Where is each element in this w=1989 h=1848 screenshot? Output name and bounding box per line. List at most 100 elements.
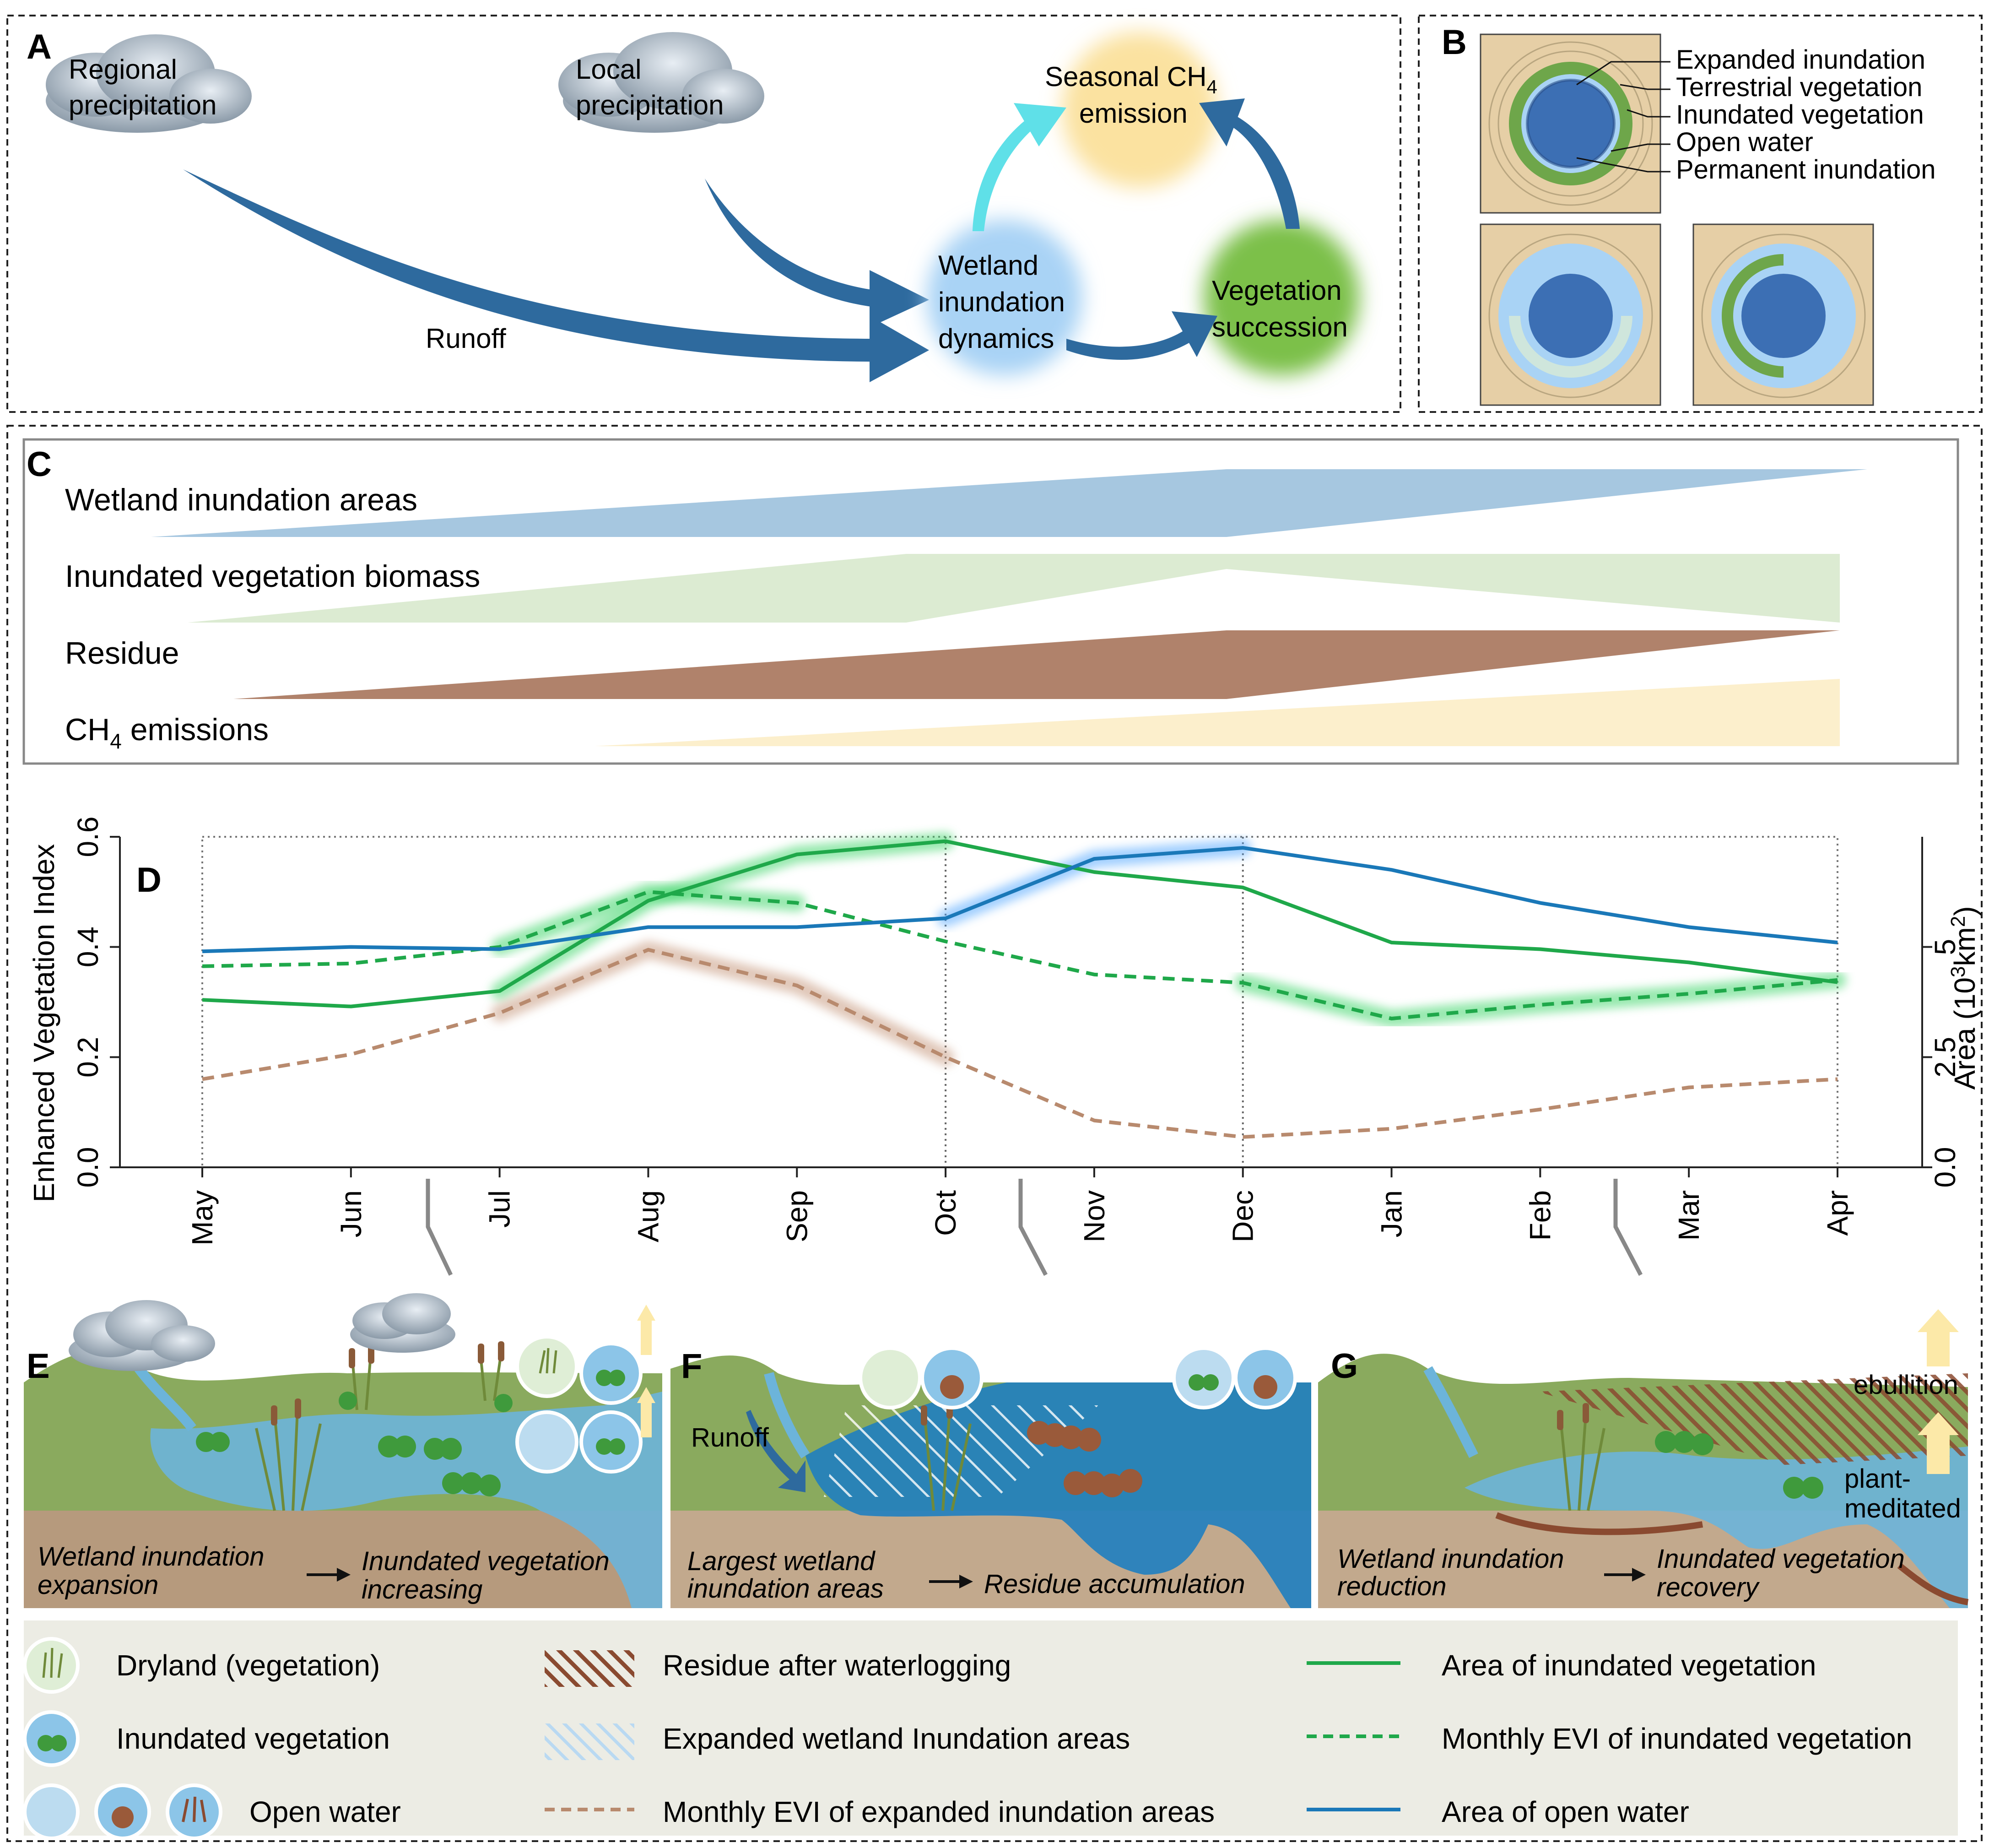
x-tick-label: Nov (1078, 1190, 1111, 1242)
cattail-plants (1559, 1414, 1605, 1511)
wetland-zones-diagram-bottom-left (1480, 223, 1661, 406)
transition-icons (859, 1346, 1297, 1409)
cyan-arrow-body (973, 117, 1037, 231)
series-line-area-of-open-water (202, 846, 1838, 954)
inundation-wedge (151, 469, 1867, 537)
x-tick-label: Dec (1227, 1190, 1259, 1242)
f-caption-left-2: inundation areas (687, 1574, 884, 1604)
panel-letter-f: F (681, 1347, 702, 1386)
ebullition-label: ebullition (1854, 1370, 1958, 1400)
river (1423, 1366, 1478, 1458)
legend-evi-veg: Monthly EVI of inundated vegetation (1442, 1722, 1912, 1755)
cloud-icon (69, 1300, 215, 1371)
legend-evi-expanded: Monthly EVI of expanded inundation areas (663, 1795, 1215, 1828)
x-tick-label: Mar (1672, 1190, 1705, 1241)
y-tick-label: 0.4 (71, 927, 104, 967)
cyan-arrow-head (1014, 103, 1066, 146)
local-precip-line2: precipitation (576, 90, 724, 120)
wetland-zones-diagram-bottom-right (1692, 223, 1874, 406)
cloud-icon (350, 1293, 455, 1353)
evi-area-chart: 0.0 0.2 0.4 0.6 0.0 2.5 5 May Jun Jul Aug Sep Oct Nov… (71, 817, 1962, 1246)
expanded-hatch-swatch (545, 1723, 634, 1760)
flux-arrows (1918, 1309, 1959, 1474)
residue-layer (1495, 1512, 1703, 1535)
cloud-icon (46, 34, 252, 133)
e-caption-left-1: Wetland inundation (38, 1542, 265, 1572)
g-caption-right-1: Inundated vegetation (1657, 1544, 1905, 1574)
x-tick-label: Apr (1821, 1190, 1854, 1236)
series-line-area-of-inundated-vegetation (202, 839, 1838, 1008)
runoff-label: Runoff (426, 323, 506, 354)
local-arrow-head (870, 270, 929, 327)
y2-tick-label: 0.0 (1929, 1147, 1962, 1188)
series-line-monthly-evi-of-expanded-inundation-areas (202, 948, 1838, 1139)
regional-precip-line2: precipitation (69, 90, 217, 120)
y2-tick-label: 2.5 (1929, 1037, 1962, 1078)
ch4-emission-label: Seasonal CH4 (1045, 61, 1217, 98)
open-water-icon (23, 1783, 80, 1840)
panel-c-box (22, 438, 1959, 765)
regional-precip-line1: Regional (69, 54, 177, 85)
legend-residue: Residue after waterlogging (663, 1649, 1011, 1682)
f-caption-left-1: Largest wetland (687, 1546, 876, 1576)
g-caption-left-2: reduction (1337, 1572, 1447, 1601)
f-caption-right: Residue accumulation (984, 1569, 1245, 1599)
veg-succession-line2: succession (1212, 312, 1348, 342)
x-tick-label: May (186, 1190, 219, 1246)
river (133, 1363, 196, 1431)
transition-icons (515, 1305, 655, 1474)
residue-layer (1897, 1563, 1969, 1605)
panel-letter-g: G (1331, 1347, 1358, 1386)
water-body (1465, 1447, 1968, 1608)
local-precip-line1: Local (576, 54, 641, 85)
residue-wedge (233, 630, 1840, 699)
g-caption-left-1: Wetland inundation (1337, 1544, 1564, 1574)
panel-letter-e: E (27, 1347, 50, 1386)
plant-mediated-label-1: plant- (1844, 1464, 1911, 1494)
floating-vegetation (1655, 1431, 1823, 1499)
e-caption-right-2: increasing (362, 1575, 482, 1604)
zone-leader-lines (1576, 61, 1670, 173)
series-highlight (1234, 971, 1846, 1028)
x-tick-label: Jul (483, 1190, 516, 1228)
y-axis-label: Enhanced Vegetation Index (27, 844, 60, 1203)
local-arrow-body (705, 179, 879, 308)
panel-letter-a: A (27, 27, 52, 66)
ch4-emission-circle (1062, 32, 1217, 188)
vegetation-succession-circle (1204, 220, 1359, 375)
panel-d: D 0.0 0.2 0.4 0.6 0.0 2.5 5 May Jun Jul Aug Sep Oct N… (27, 817, 1981, 1276)
legend-area-water: Area of open water (1442, 1795, 1689, 1828)
runoff-arrow-head (870, 316, 929, 382)
label-permanent-inundation: Permanent inundation (1676, 155, 1936, 184)
wetland-dynamics-line2: inundation (938, 287, 1065, 317)
g-caption-right-2: recovery (1657, 1572, 1760, 1602)
runoff-arrow-body (183, 169, 879, 362)
veg-succession-line1: Vegetation (1212, 275, 1342, 306)
residue-hatch-swatch (545, 1650, 634, 1687)
row-label-inundation: Wetland inundation areas (65, 482, 417, 517)
wetland-dynamics-line3: dynamics (938, 323, 1054, 354)
y-tick-label: 0.6 (71, 817, 104, 857)
panel-g: G ebullition plant- meditated Wetland in… (1318, 1309, 1969, 1608)
x-tick-label: Aug (632, 1190, 665, 1242)
legend-dryland: Dryland (vegetation) (116, 1649, 380, 1682)
panel-f: Runoff F Largest wetland inundation area… (670, 1344, 1311, 1608)
y-tick-label: 0.2 (71, 1037, 104, 1078)
row-label-ch4: CH4 emissions (65, 712, 269, 753)
wetland-zones-diagram-top (1480, 33, 1661, 214)
floating-vegetation (196, 1392, 513, 1496)
veg-to-ch4-arrow-head (1199, 98, 1245, 146)
x-tick-label: Oct (929, 1190, 962, 1236)
panel-letter-d: D (136, 861, 162, 900)
panel-letter-b: B (1442, 23, 1467, 62)
period-break-marks (426, 1179, 1643, 1276)
label-terrestrial-vegetation: Terrestrial vegetation (1676, 72, 1922, 102)
wetland-dynamics-line1: Wetland (938, 250, 1038, 281)
ch4-emission-label-line2: emission (1079, 98, 1188, 129)
panel-a: A Regional precipitation Local precipita… (6, 15, 1401, 413)
panel-cg-border (6, 425, 1983, 1842)
legend-expanded: Expanded wetland Inundation areas (663, 1722, 1130, 1755)
legend-background (24, 1620, 1958, 1836)
label-expanded-inundation: Expanded inundation (1676, 45, 1925, 75)
